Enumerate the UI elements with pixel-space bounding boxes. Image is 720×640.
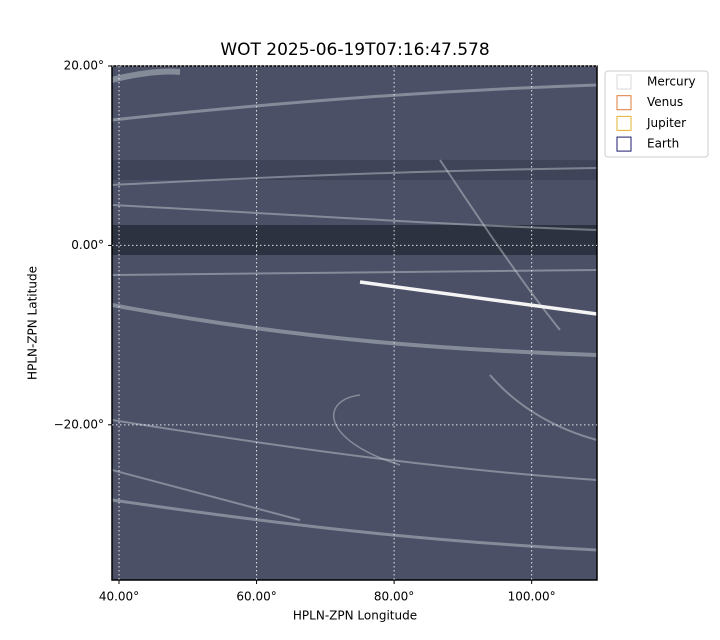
x-tick-label: 40.00° [99, 590, 139, 604]
plot-frame [111, 65, 598, 581]
legend-swatch [616, 95, 632, 111]
legend-label: Earth [647, 137, 679, 151]
y-tick-label: 20.00° [64, 59, 104, 73]
legend-swatch [616, 115, 632, 131]
legend-label: Mercury [647, 75, 696, 89]
legend: Mercury Venus Jupiter Earth [604, 70, 709, 158]
image [112, 66, 597, 580]
y-tick-label: 0.00° [71, 238, 104, 252]
y-tick-label: −20.00° [54, 417, 104, 431]
x-tick-label: 80.00° [374, 590, 414, 604]
legend-label: Venus [647, 95, 683, 109]
x-tick-label: 60.00° [236, 590, 276, 604]
legend-swatch [616, 136, 632, 152]
y-axis-label: HPLN-ZPN Latitude [26, 266, 40, 380]
legend-label: Jupiter [646, 116, 686, 130]
x-axis-label: HPLN-ZPN Longitude [293, 609, 417, 623]
chart-title: WOT 2025-06-19T07:16:47.578 [220, 40, 489, 60]
legend-swatch [616, 74, 632, 90]
x-tick-label: 100.00° [508, 590, 556, 604]
legend-frame [604, 70, 709, 158]
